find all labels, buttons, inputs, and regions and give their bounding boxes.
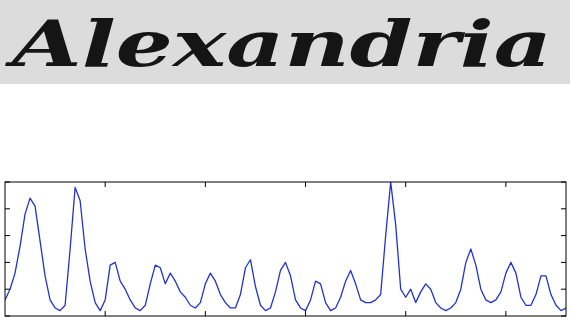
- x-tick-top: [205, 182, 206, 187]
- x-tick-top: [305, 182, 306, 187]
- x-tick: [105, 311, 106, 316]
- x-tick-top: [105, 182, 106, 187]
- y-tick: [5, 208, 10, 209]
- y-tick: [5, 289, 10, 290]
- y-tick-right: [561, 208, 566, 209]
- word-image-ground: [0, 0, 570, 84]
- page: Alexandria: [0, 0, 570, 320]
- profile-line: [5, 182, 566, 311]
- plot-frame: [5, 182, 566, 316]
- y-tick: [5, 235, 10, 236]
- x-tick: [505, 311, 506, 316]
- y-tick-right: [561, 289, 566, 290]
- y-tick-right: [561, 235, 566, 236]
- x-tick-top: [505, 182, 506, 187]
- series-group: [5, 182, 566, 311]
- y-tick: [5, 262, 10, 263]
- plot-area: [5, 182, 566, 316]
- y-tick-right: [561, 262, 566, 263]
- x-tick: [305, 311, 306, 316]
- word-image-text: Alexandria: [5, 6, 552, 81]
- x-tick: [205, 311, 206, 316]
- x-tick-top: [405, 182, 406, 187]
- x-tick: [405, 311, 406, 316]
